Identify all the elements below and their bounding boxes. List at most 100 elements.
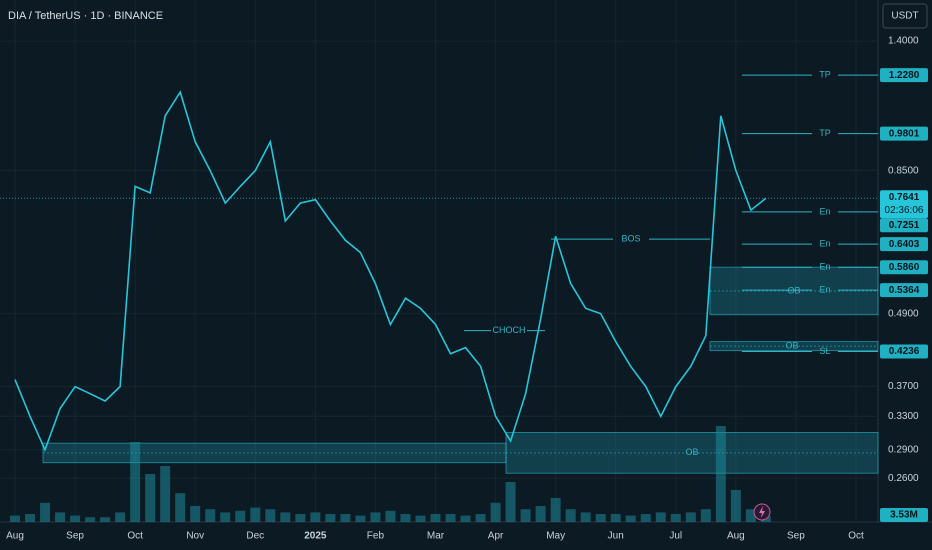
countdown: 02:36:06 xyxy=(885,205,924,216)
volume-bar xyxy=(310,512,321,522)
x-tick-label: Sep xyxy=(66,531,84,542)
price-tag-label: 0.7251 xyxy=(889,220,920,231)
y-tick-label: 0.3300 xyxy=(888,411,919,422)
volume-bar xyxy=(250,507,261,522)
volume-bar xyxy=(160,466,171,522)
level-label: TP xyxy=(819,69,831,79)
currency-button[interactable] xyxy=(882,3,928,29)
price-tag xyxy=(880,126,928,141)
structure-label: CHOCH xyxy=(493,325,526,335)
volume-bar xyxy=(85,517,96,522)
volume-bar xyxy=(295,514,306,522)
volume-bar xyxy=(235,510,246,522)
y-tick-label: 0.4900 xyxy=(888,308,919,319)
x-tick-label: Dec xyxy=(246,531,264,542)
volume-bar xyxy=(580,512,591,522)
x-tick-label: 2025 xyxy=(304,531,327,542)
volume-bar xyxy=(715,426,726,522)
x-tick-label: Oct xyxy=(848,531,864,542)
price-line xyxy=(14,90,767,452)
volume-bar xyxy=(370,512,381,522)
x-tick-label: Jun xyxy=(608,531,624,542)
volume-bar xyxy=(505,482,516,522)
price-tag xyxy=(880,68,928,83)
current-price-tag xyxy=(880,190,928,219)
price-tag-label: 1.2280 xyxy=(889,70,920,81)
volume-bar xyxy=(430,514,441,522)
x-tick-label: Nov xyxy=(186,531,204,542)
level-label: En xyxy=(819,239,830,249)
volume-bar xyxy=(55,512,66,522)
volume-bar xyxy=(535,506,546,522)
price-series xyxy=(14,90,767,452)
x-tick-label: Apr xyxy=(488,531,504,542)
volume-bar xyxy=(40,502,51,522)
price-tag-label: 0.6403 xyxy=(889,239,920,250)
volume xyxy=(10,426,771,522)
volume-bar xyxy=(610,514,621,522)
volume-bar xyxy=(490,502,501,522)
y-tick-label: 0.2600 xyxy=(888,473,919,484)
x-tick-label: May xyxy=(546,531,565,542)
x-tick-label: Feb xyxy=(367,531,385,542)
price-tag xyxy=(880,237,928,252)
price-tag-label: 0.5364 xyxy=(889,285,920,296)
annotations: BOS CHOCH TP TP En En En En SL xyxy=(0,69,878,356)
volume-bar xyxy=(520,509,531,522)
currency-label[interactable]: USDT xyxy=(891,11,918,22)
x-tick-label: Oct xyxy=(127,531,143,542)
price-tag xyxy=(880,218,928,233)
volume-bar xyxy=(745,509,756,522)
zone-label: OB xyxy=(685,447,698,457)
volume-bar xyxy=(415,515,426,522)
volume-bar xyxy=(730,490,741,522)
volume-bar xyxy=(355,515,366,522)
volume-bar xyxy=(400,514,411,522)
zone-label: OB xyxy=(785,340,798,350)
x-tick-label: Aug xyxy=(727,531,745,542)
volume-bar xyxy=(190,506,201,522)
y-tick-label: 0.2900 xyxy=(888,444,919,455)
alert-bolt xyxy=(759,506,765,518)
level-label: En xyxy=(819,285,830,295)
x-tick-label: Aug xyxy=(6,531,24,542)
volume-bar xyxy=(475,514,486,522)
level-label: En xyxy=(819,262,830,272)
y-tick-label: 0.8500 xyxy=(888,165,919,176)
level-label: SL xyxy=(819,346,830,356)
volume-bar xyxy=(220,512,231,522)
volume-bar xyxy=(670,514,681,522)
volume-bar xyxy=(550,498,561,522)
volume-bar xyxy=(655,512,666,522)
volume-bar xyxy=(70,515,81,522)
x-tick-label: Sep xyxy=(787,531,805,542)
volume-bar xyxy=(205,509,216,522)
volume-bar xyxy=(640,514,651,522)
price-tag xyxy=(880,260,928,275)
level-label: TP xyxy=(819,128,831,138)
volume-bar xyxy=(115,512,126,522)
y-tick-label: 0.3700 xyxy=(888,381,919,392)
volume-tag-label: 3.53M xyxy=(890,510,918,521)
volume-bar xyxy=(595,514,606,522)
volume-tag xyxy=(880,508,928,522)
volume-bar xyxy=(625,515,636,522)
volume-bar xyxy=(280,512,291,522)
volume-bar xyxy=(565,509,576,522)
price-tag xyxy=(880,344,928,359)
volume-bar xyxy=(10,515,20,522)
x-tick-label: Mar xyxy=(427,531,445,542)
volume-bar xyxy=(685,512,696,522)
level-label: En xyxy=(819,206,830,216)
volume-bar xyxy=(25,514,36,522)
volume-bar xyxy=(175,493,186,522)
current-price-label: 0.7641 xyxy=(889,192,920,203)
volume-bar xyxy=(325,514,336,522)
volume-bar xyxy=(700,509,711,522)
volume-bar xyxy=(145,474,156,522)
price-tag-label: 0.5860 xyxy=(889,262,920,273)
volume-bar xyxy=(445,514,456,522)
